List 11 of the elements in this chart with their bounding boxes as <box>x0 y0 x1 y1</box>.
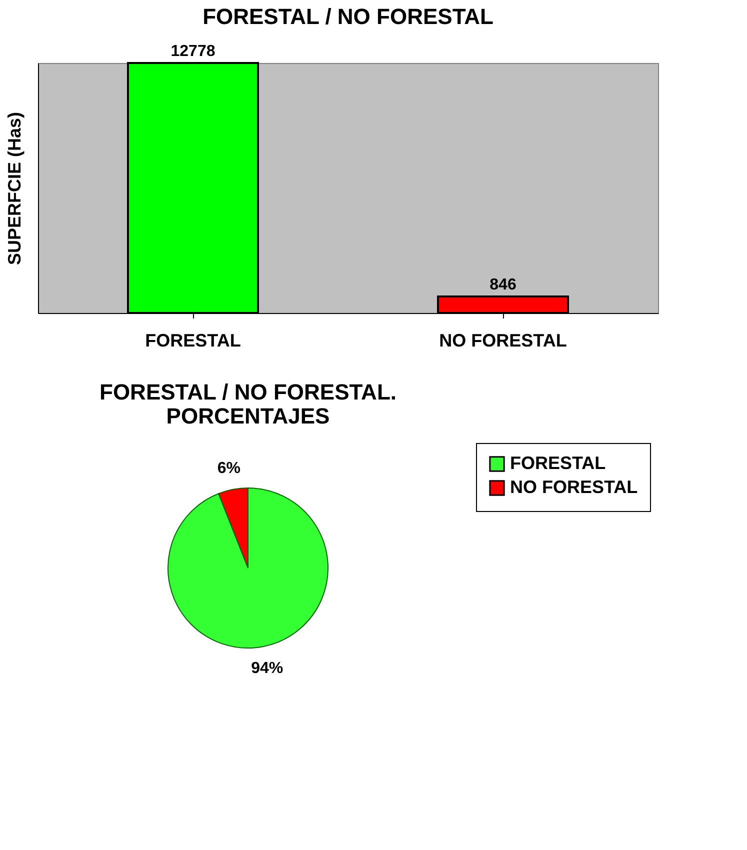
data-label: 12778 <box>170 43 216 60</box>
data-label: 6% <box>217 460 240 477</box>
text: PORCENTAJES <box>166 404 330 428</box>
data-label: 846 <box>490 276 516 294</box>
chart-title: FORESTAL / NO FORESTAL <box>202 4 494 29</box>
text: FORESTAL / NO FORESTAL. <box>100 380 396 404</box>
y-axis-title: SUPERFCIE (Has) <box>4 112 24 266</box>
legend-label: FORESTAL <box>510 453 606 473</box>
pie-slice <box>168 488 328 648</box>
data-label: 94% <box>251 660 284 678</box>
legend-label: NO FORESTAL <box>510 477 638 497</box>
